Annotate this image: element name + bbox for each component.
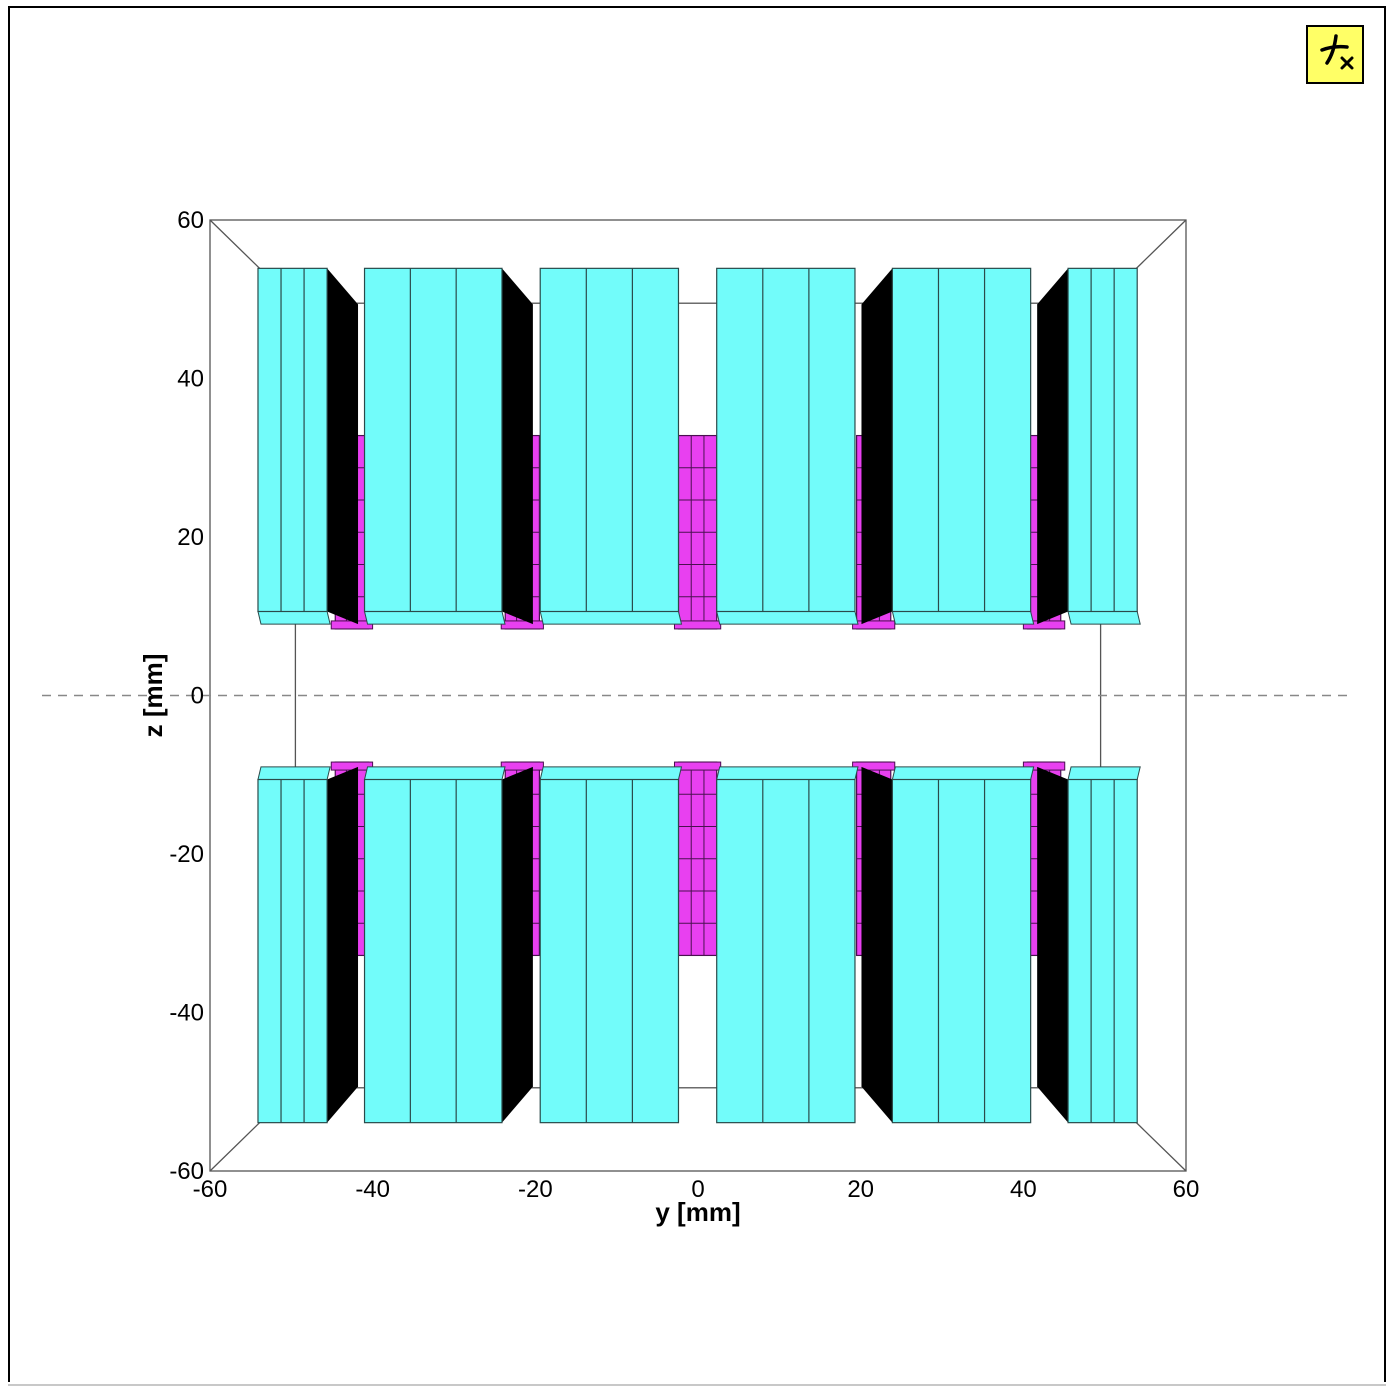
spacer-flange	[500, 761, 544, 771]
z-tick-label: -60	[169, 1158, 204, 1185]
block-bottom-face	[363, 766, 506, 781]
block-side-face	[327, 268, 359, 625]
block-bottom-face	[539, 610, 683, 625]
z-tick-label: -40	[169, 1000, 204, 1027]
z-tick-label: 40	[177, 366, 204, 393]
y-tick-label: -20	[518, 1176, 553, 1203]
spacer-flange	[500, 620, 544, 630]
spacer-flange	[330, 620, 374, 630]
block-side-face	[1037, 766, 1069, 1123]
axis-orientation-icon	[1320, 34, 1354, 70]
block-bottom-face	[257, 610, 331, 625]
magnet-block	[716, 267, 856, 613]
block-bottom-face	[716, 610, 859, 625]
spacer-flange	[330, 761, 374, 771]
z-tick-label: 0	[191, 683, 204, 710]
y-tick-label: -40	[355, 1176, 390, 1203]
y-tick-label: 0	[691, 1176, 704, 1203]
block-side-face	[501, 766, 533, 1123]
magnet-block	[257, 778, 328, 1124]
magnet-block	[1067, 778, 1138, 1124]
bottom-divider	[8, 1384, 1386, 1386]
magnet-block	[1067, 267, 1138, 613]
z-tick-label: 20	[177, 524, 204, 551]
magnet-block	[891, 778, 1032, 1124]
spacer-flange	[673, 620, 722, 630]
y-tick-label: 40	[1010, 1176, 1037, 1203]
block-side-face	[861, 268, 893, 625]
y-tick-label: -60	[193, 1176, 228, 1203]
magnet-block	[539, 267, 680, 613]
y-axis-ticks: -60 -40 -20 0 20 40 60	[193, 1176, 1200, 1203]
spacer-flange	[673, 761, 722, 771]
block-side-face	[327, 766, 359, 1123]
block-bottom-face	[257, 766, 331, 781]
block-bottom-face	[363, 610, 506, 625]
magnet-block	[363, 778, 503, 1124]
magnet-block	[257, 267, 328, 613]
spacer-flange	[852, 620, 896, 630]
y-tick-label: 60	[1173, 1176, 1200, 1203]
spacer-flange	[852, 761, 896, 771]
y-axis-title: z [mm]	[138, 654, 168, 738]
block-bottom-face	[891, 766, 1035, 781]
block-bottom-face	[539, 766, 683, 781]
block-bottom-face	[891, 610, 1035, 625]
block-bottom-face	[1067, 610, 1141, 625]
block-layer	[257, 267, 1141, 1124]
block-side-face	[861, 766, 893, 1123]
block-bottom-face	[1067, 766, 1141, 781]
magnet-block	[716, 778, 856, 1124]
y-tick-label: 20	[847, 1176, 874, 1203]
z-tick-label: 60	[177, 207, 204, 234]
z-axis-ticks: 60 40 20 0 -20 -40 -60	[169, 207, 204, 1185]
block-bottom-face	[716, 766, 859, 781]
block-side-face	[501, 268, 533, 625]
magnet-block	[891, 267, 1032, 613]
magnet-block	[363, 267, 503, 613]
block-side-face	[1037, 268, 1069, 625]
x-axis-title: y [mm]	[655, 1197, 740, 1227]
viewer-frame	[8, 6, 1386, 1382]
magnet-block	[539, 778, 680, 1124]
z-tick-label: -20	[169, 841, 204, 868]
view-orientation-button[interactable]	[1306, 25, 1364, 84]
